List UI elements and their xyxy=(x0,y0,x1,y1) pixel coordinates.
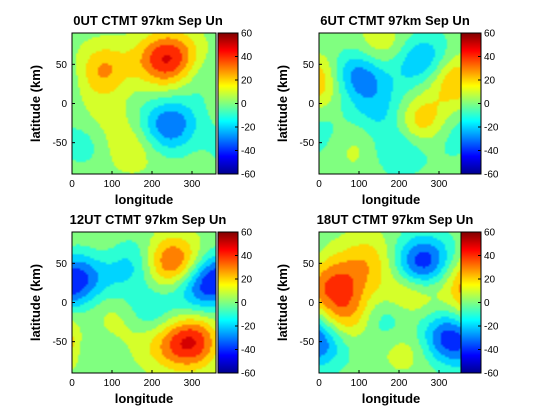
x-tick-label: 100 xyxy=(351,378,368,389)
y-tick-label: 0 xyxy=(308,298,314,309)
y-tick-label: 50 xyxy=(56,259,68,270)
x-tick-label: 0 xyxy=(316,179,322,190)
colorbar-tick-label: 20 xyxy=(484,76,496,87)
panel-0: 0UT CTMT 97km Sep Un0 100 200 300500-50long… xyxy=(28,13,256,207)
colorbar-tick-label: 60 xyxy=(484,29,496,40)
x-tick-label: 300 xyxy=(431,378,448,389)
x-tick-label: 100 xyxy=(351,179,368,190)
x-axis-label: longitude xyxy=(115,391,174,406)
x-tick-label: 100 xyxy=(104,179,121,190)
x-tick-label: 0 xyxy=(69,378,75,389)
contour-field xyxy=(319,232,463,373)
x-tick-label: 0 xyxy=(316,378,322,389)
colorbar-tick-label: -60 xyxy=(241,170,256,181)
contour-field xyxy=(319,33,463,174)
y-tick-label: 0 xyxy=(61,298,67,309)
colorbar-tick-label: 0 xyxy=(241,298,247,309)
colorbar-tick-label: 40 xyxy=(241,251,253,262)
colorbar-tick-label: -40 xyxy=(241,345,256,356)
colorbar-tick-label: 60 xyxy=(241,29,253,40)
colorbar-tick-label: 40 xyxy=(241,52,253,63)
panel-2: 12UT CTMT 97km Sep Un0 100 200 300500-50lon… xyxy=(28,212,256,406)
plot-title: 6UT CTMT 97km Sep Un xyxy=(320,13,470,28)
colorbar-tick-label: -40 xyxy=(484,345,499,356)
y-tick-label: -50 xyxy=(53,138,68,149)
y-tick-label: 50 xyxy=(303,60,315,71)
panel-3: 18UT CTMT 97km Sep Un0 100 200 300500-50lon… xyxy=(275,212,499,406)
colorbar-tick-label: -60 xyxy=(241,369,256,380)
y-tick-label: 50 xyxy=(303,259,315,270)
x-tick-label: 200 xyxy=(391,378,408,389)
y-tick-label: -50 xyxy=(300,138,315,149)
x-axis-label: longitude xyxy=(362,391,421,406)
plot-title: 18UT CTMT 97km Sep Un xyxy=(317,212,474,227)
colorbar-tick-label: 20 xyxy=(484,275,496,286)
contour-field xyxy=(72,232,216,373)
colorbar-tick-label: 60 xyxy=(241,228,253,239)
x-tick-label: 100 xyxy=(104,378,121,389)
y-axis-label: latitude (km) xyxy=(275,65,290,142)
x-tick-label: 300 xyxy=(184,179,201,190)
y-axis-label: latitude (km) xyxy=(275,264,290,341)
x-tick-label: 300 xyxy=(184,378,201,389)
plot-title: 0UT CTMT 97km Sep Un xyxy=(73,13,223,28)
colorbar-tick-label: -20 xyxy=(241,322,256,333)
colorbar-tick-label: 0 xyxy=(484,99,490,110)
y-axis-label: latitude (km) xyxy=(28,264,43,341)
colorbar-tick-label: 20 xyxy=(241,275,253,286)
colorbar-tick-label: 40 xyxy=(484,251,496,262)
y-tick-label: -50 xyxy=(53,337,68,348)
colorbar-tick-label: -60 xyxy=(484,170,499,181)
colorbar-tick-label: 60 xyxy=(484,228,496,239)
x-tick-label: 300 xyxy=(431,179,448,190)
y-tick-label: 50 xyxy=(56,60,68,71)
colorbar-tick-label: -40 xyxy=(484,146,499,157)
contour-field xyxy=(72,33,216,174)
x-tick-label: 200 xyxy=(144,179,161,190)
plot-title: 12UT CTMT 97km Sep Un xyxy=(70,212,227,227)
x-tick-label: 200 xyxy=(391,179,408,190)
colorbar-tick-label: 40 xyxy=(484,52,496,63)
colorbar-tick-label: -20 xyxy=(484,123,499,134)
colorbar-tick-label: 0 xyxy=(241,99,247,110)
y-tick-label: 0 xyxy=(308,99,314,110)
panel-1: 6UT CTMT 97km Sep Un0 100 200 300500-50long… xyxy=(275,13,499,207)
y-tick-label: 0 xyxy=(61,99,67,110)
y-axis-label: latitude (km) xyxy=(28,65,43,142)
colorbar-tick-label: 20 xyxy=(241,76,253,87)
x-tick-label: 200 xyxy=(144,378,161,389)
colorbar-tick-label: -60 xyxy=(484,369,499,380)
colorbar-tick-label: -20 xyxy=(241,123,256,134)
x-tick-label: 0 xyxy=(69,179,75,190)
colorbar-tick-label: -40 xyxy=(241,146,256,157)
colorbar-tick-label: 0 xyxy=(484,298,490,309)
colorbar-tick-label: -20 xyxy=(484,322,499,333)
y-tick-label: -50 xyxy=(300,337,315,348)
x-axis-label: longitude xyxy=(362,192,421,207)
x-axis-label: longitude xyxy=(115,192,174,207)
